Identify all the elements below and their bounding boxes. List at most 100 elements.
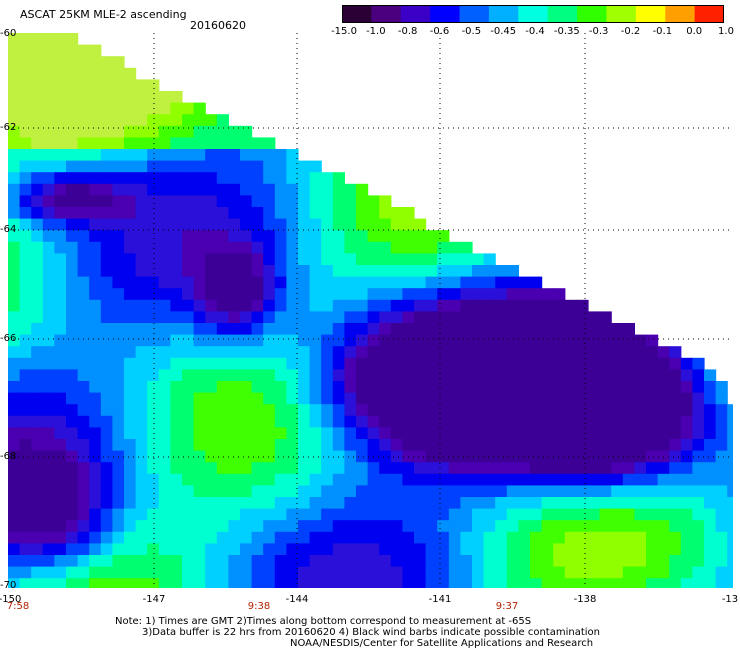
- heatmap-cell: [205, 114, 218, 127]
- heatmap-cell: [715, 392, 728, 405]
- map-plot[interactable]: [8, 33, 733, 588]
- heatmap-cell: [379, 462, 392, 475]
- heatmap-cell: [77, 253, 90, 266]
- heatmap-cell: [309, 357, 322, 370]
- heatmap-cell: [135, 334, 148, 347]
- heatmap-cell: [19, 172, 32, 185]
- heatmap-cell: [31, 497, 44, 510]
- heatmap-cell: [112, 555, 125, 568]
- heatmap-cell: [518, 520, 531, 533]
- heatmap-cell: [704, 381, 717, 394]
- heatmap-cell: [182, 195, 195, 208]
- heatmap-cell: [274, 346, 287, 359]
- heatmap-cell: [448, 450, 461, 463]
- heatmap-cell: [321, 555, 334, 568]
- heatmap-cell: [576, 299, 589, 312]
- heatmap-cell: [611, 404, 624, 417]
- heatmap-cell: [680, 415, 693, 428]
- heatmap-cell: [19, 102, 32, 115]
- heatmap-cell: [124, 404, 137, 417]
- heatmap-cell: [251, 566, 264, 579]
- heatmap-cell: [506, 520, 519, 533]
- heatmap-cell: [356, 520, 369, 533]
- heatmap-cell: [483, 439, 496, 452]
- heatmap-cell: [182, 497, 195, 510]
- heatmap-cell: [437, 265, 450, 278]
- heatmap-cell: [54, 137, 67, 150]
- heatmap-cells: [8, 33, 733, 588]
- heatmap-cell: [147, 91, 160, 104]
- heatmap-cell: [309, 207, 322, 220]
- heatmap-cell: [263, 369, 276, 382]
- heatmap-cell: [414, 265, 427, 278]
- heatmap-cell: [622, 462, 635, 475]
- y-tick-label: -66: [0, 333, 17, 344]
- heatmap-cell: [588, 543, 601, 556]
- heatmap-cell: [182, 207, 195, 220]
- heatmap-cell: [495, 578, 508, 588]
- heatmap-cell: [588, 439, 601, 452]
- heatmap-cell: [205, 520, 218, 533]
- heatmap-cell: [54, 299, 67, 312]
- heatmap-cell: [414, 334, 427, 347]
- heatmap-cell: [124, 346, 137, 359]
- heatmap-cell: [251, 555, 264, 568]
- heatmap-cell: [135, 462, 148, 475]
- heatmap-cell: [66, 450, 79, 463]
- heatmap-cell: [437, 334, 450, 347]
- heatmap-cell: [367, 392, 380, 405]
- heatmap-cell: [518, 555, 531, 568]
- heatmap-cell: [54, 183, 67, 196]
- heatmap-cell: [472, 311, 485, 324]
- heatmap-cell: [402, 369, 415, 382]
- heatmap-cell: [158, 183, 171, 196]
- heatmap-cell: [89, 195, 102, 208]
- heatmap-cell: [228, 450, 241, 463]
- heatmap-cell: [541, 473, 554, 486]
- heatmap-cell: [205, 531, 218, 544]
- heatmap-cell: [19, 265, 32, 278]
- heatmap-cell: [390, 462, 403, 475]
- heatmap-cell: [379, 543, 392, 556]
- heatmap-cell: [495, 323, 508, 336]
- heatmap-cell: [286, 497, 299, 510]
- heatmap-cell: [66, 125, 79, 138]
- heatmap-cell: [66, 323, 79, 336]
- heatmap-cell: [472, 473, 485, 486]
- heatmap-cell: [42, 218, 55, 231]
- heatmap-cell: [576, 450, 589, 463]
- heatmap-cell: [460, 253, 473, 266]
- heatmap-cell: [19, 357, 32, 370]
- heatmap-cell: [622, 323, 635, 336]
- heatmap-cell: [588, 346, 601, 359]
- heatmap-cell: [42, 404, 55, 417]
- heatmap-cell: [634, 566, 647, 579]
- heatmap-cell: [472, 404, 485, 417]
- heatmap-cell: [634, 473, 647, 486]
- heatmap-cell: [66, 207, 79, 220]
- heatmap-cell: [170, 381, 183, 394]
- heatmap-cell: [657, 415, 670, 428]
- heatmap-cell: [158, 91, 171, 104]
- heatmap-cell: [588, 381, 601, 394]
- heatmap-cell: [414, 288, 427, 301]
- heatmap-cell: [216, 404, 229, 417]
- heatmap-cell: [692, 381, 705, 394]
- heatmap-cell: [495, 265, 508, 278]
- heatmap-cell: [402, 543, 415, 556]
- heatmap-cell: [274, 288, 287, 301]
- heatmap-cell: [483, 334, 496, 347]
- heatmap-cell: [553, 427, 566, 440]
- heatmap-cell: [42, 578, 55, 588]
- heatmap-cell: [298, 357, 311, 370]
- heatmap-cell: [216, 427, 229, 440]
- heatmap-cell: [611, 323, 624, 336]
- heatmap-cell: [727, 543, 733, 556]
- heatmap-cell: [147, 566, 160, 579]
- heatmap-cell: [274, 334, 287, 347]
- heatmap-cell: [124, 497, 137, 510]
- heatmap-cell: [309, 323, 322, 336]
- heatmap-cell: [31, 334, 44, 347]
- heatmap-cell: [205, 334, 218, 347]
- heatmap-cell: [425, 473, 438, 486]
